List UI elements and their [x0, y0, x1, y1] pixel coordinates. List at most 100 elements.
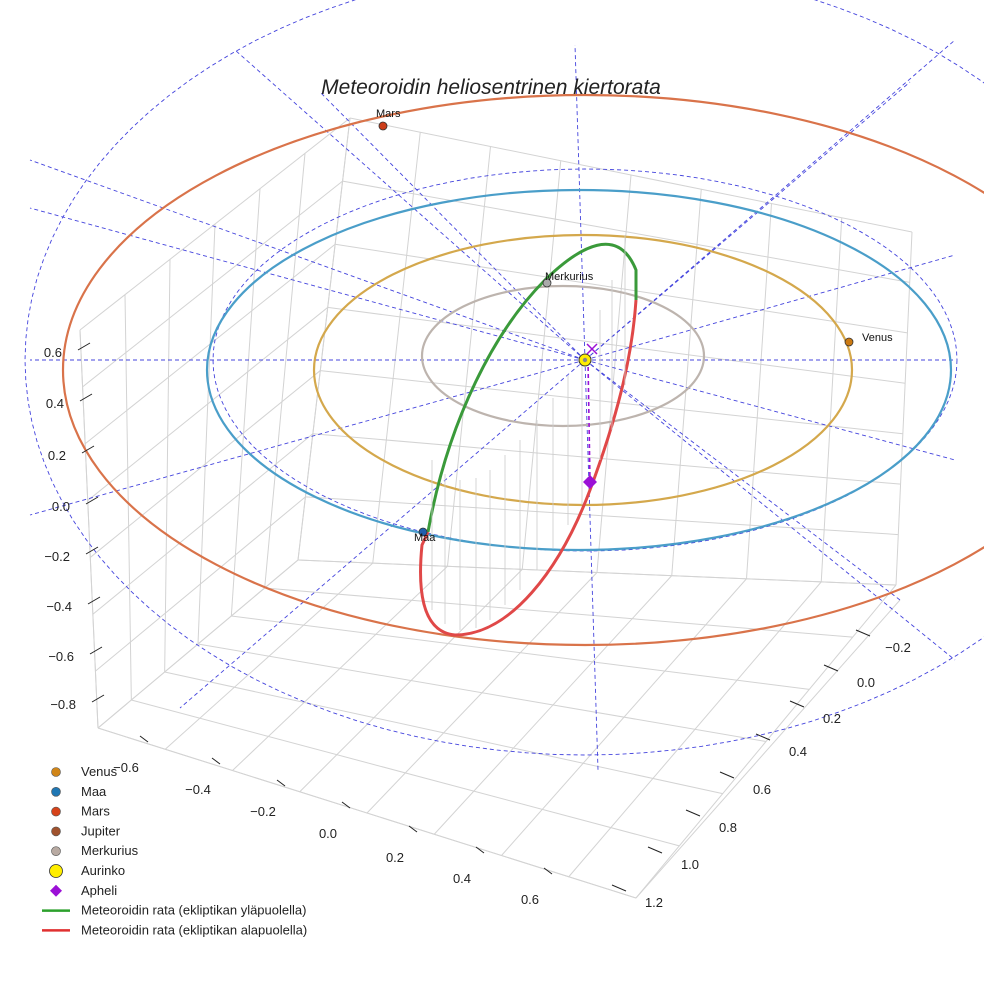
- reference-radial-line: [584, 39, 956, 361]
- legend: Venus Maa Mars Jupiter Merkurius Aurinko Aphel…: [42, 764, 307, 937]
- reference-radial-line: [584, 254, 956, 361]
- reference-radial-line: [584, 359, 956, 661]
- planet-label-mars: Mars: [376, 108, 401, 120]
- grid-line: [305, 496, 899, 536]
- y-tick-mark: [823, 664, 839, 672]
- y-tick-label: 1.2: [645, 895, 663, 910]
- grid-line: [89, 370, 321, 558]
- y-tick-mark: [611, 884, 627, 892]
- y-tick-label: 0.0: [857, 675, 875, 690]
- z-tick-mark: [85, 496, 99, 505]
- x-tick-mark: [408, 825, 418, 833]
- z-axis-line: [79, 329, 99, 729]
- reference-radial-line: [29, 207, 586, 361]
- chart-title: Meteoroidin heliosentrinen kiertorata: [321, 76, 661, 99]
- z-tick-mark: [79, 393, 93, 402]
- legend-item: Merkurius: [51, 843, 139, 858]
- legend-item: Mars: [51, 804, 110, 819]
- grid-lines: [79, 117, 913, 899]
- axis-ticks: 0.6 0.4 0.2 0.0 −0.2 −0.4 −0.6 −0.8 −0.6 −0.4 −0.2…: [44, 342, 911, 910]
- y-tick-mark: [685, 809, 701, 817]
- x-tick-label: 0.0: [319, 826, 337, 841]
- x-tick-mark: [276, 779, 286, 787]
- y-tick-label: 0.8: [719, 820, 737, 835]
- grid-line: [671, 189, 702, 576]
- planet-marker-merkurius: [542, 278, 552, 288]
- grid-line: [297, 559, 897, 586]
- z-tick-mark: [77, 342, 91, 351]
- grid-line: [87, 307, 329, 501]
- grid-line: [349, 117, 913, 233]
- reference-radial-line: [179, 359, 586, 709]
- z-tick-label: −0.8: [50, 697, 76, 712]
- reference-radial-line: [574, 44, 586, 361]
- grid-line: [297, 117, 351, 561]
- aphelion-marker: [583, 475, 597, 489]
- grid-line: [895, 231, 913, 586]
- grid-line: [124, 294, 132, 701]
- grid-line: [82, 180, 343, 388]
- grid-line: [197, 643, 767, 742]
- y-tick-mark: [719, 771, 735, 779]
- legend-item: Venus: [51, 764, 118, 779]
- x-tick-label: −0.4: [185, 782, 211, 797]
- aphelion-line: [587, 359, 591, 483]
- legend-marker: [51, 826, 61, 837]
- planet-label-venus: Venus: [862, 332, 893, 344]
- meteoroid-orbit-below: [419, 299, 638, 637]
- meteoroid-drop-lines: [431, 235, 626, 630]
- grid-line: [95, 496, 306, 672]
- x-tick-label: 0.6: [521, 892, 539, 907]
- legend-item: Apheli: [50, 883, 117, 898]
- legend-item: Jupiter: [51, 823, 121, 838]
- orbit-maa: [205, 188, 953, 552]
- reference-radial-line: [234, 49, 586, 361]
- legend-label: Jupiter: [81, 823, 121, 838]
- y-tick-label: −0.2: [885, 640, 911, 655]
- x-tick-mark: [139, 735, 149, 743]
- orbit-merkurius: [420, 284, 706, 428]
- reference-radial-line: [584, 359, 901, 601]
- grid-line: [746, 203, 772, 579]
- reference-radial-line: [584, 359, 599, 771]
- legend-item: Aurinko: [49, 863, 125, 878]
- legend-item: Meteoroidin rata (ekliptikan yläpuolella…: [42, 903, 306, 918]
- legend-label: Mars: [81, 804, 110, 819]
- y-tick-label: 0.2: [823, 711, 841, 726]
- grid-line: [342, 180, 910, 283]
- x-tick-mark: [543, 867, 553, 875]
- grid-line: [521, 160, 562, 570]
- z-tick-label: −0.2: [44, 549, 70, 564]
- legend-marker: [51, 786, 61, 797]
- grid-line: [164, 671, 723, 795]
- planet-label-maa: Maa: [414, 532, 436, 544]
- planet-marker-venus: [844, 337, 854, 347]
- legend-label: Apheli: [81, 883, 117, 898]
- grid-line: [164, 259, 171, 673]
- legend-marker: [51, 806, 61, 817]
- grid-line: [264, 153, 306, 589]
- y-tick-mark: [855, 629, 871, 637]
- legend-item: Meteoroidin rata (ekliptikan alapuolella…: [42, 922, 307, 937]
- x-tick-label: −0.2: [250, 804, 276, 819]
- orbit-mars: [62, 93, 984, 647]
- y-tick-mark: [647, 846, 663, 854]
- grid-line: [327, 306, 906, 384]
- sun-center-marker: [582, 357, 588, 363]
- y-tick-label: 0.4: [789, 744, 807, 759]
- z-tick-label: −0.4: [46, 599, 72, 614]
- reference-lines: [24, 0, 984, 771]
- x-marker: [586, 343, 598, 355]
- markers: Mars Merkurius Venus Maa: [376, 108, 893, 544]
- grid-line: [131, 699, 680, 847]
- legend-marker: [51, 846, 61, 857]
- meteoroid-orbit-above: [426, 242, 638, 533]
- reference-radial-line: [29, 359, 586, 516]
- reference-ellipse-inner: [212, 168, 958, 552]
- y-tick-mark: [755, 733, 771, 741]
- x-tick-label: 0.4: [453, 871, 471, 886]
- grid-line: [320, 370, 903, 435]
- z-tick-mark: [85, 546, 99, 555]
- legend-label: Meteoroidin rata (ekliptikan yläpuolella…: [81, 903, 306, 918]
